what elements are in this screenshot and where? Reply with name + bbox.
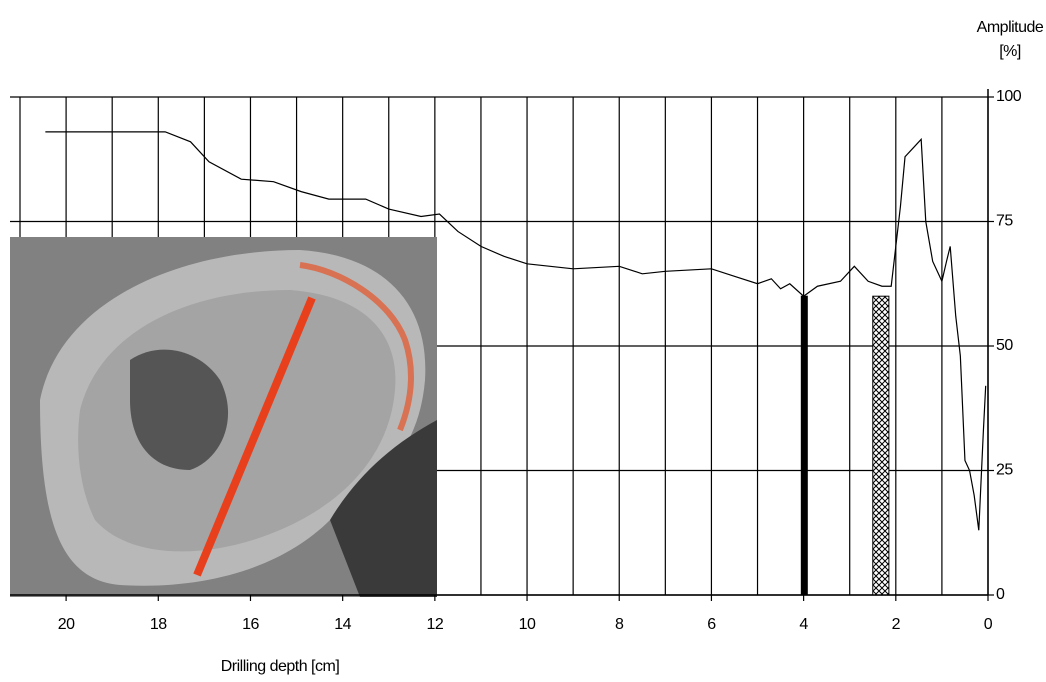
x-tick-label: 4	[799, 616, 808, 633]
x-tick-label: 2	[892, 616, 901, 633]
y-tick-label: 75	[996, 213, 1013, 230]
x-axis-label: Drilling depth [cm]	[221, 658, 340, 675]
plot	[45, 131, 987, 596]
x-tick-label: 8	[615, 616, 624, 633]
y-tick-label: 0	[996, 586, 1005, 603]
x-tick-label: 10	[519, 616, 536, 633]
x-tick-label: 14	[334, 616, 351, 633]
x-tick-label: 0	[984, 616, 993, 633]
data-line	[45, 131, 987, 531]
photo-inset	[10, 237, 437, 597]
y-tick-label: 50	[996, 337, 1013, 354]
x-tick-label: 12	[426, 616, 443, 633]
bar	[800, 295, 808, 596]
y-tick-label: 100	[996, 88, 1022, 105]
x-tick-label: 20	[58, 616, 75, 633]
x-tick-label: 6	[707, 616, 716, 633]
bar	[872, 295, 890, 596]
y-axis-label: [%]	[999, 43, 1021, 60]
x-tick-label: 16	[242, 616, 259, 633]
x-tick-label: 18	[150, 616, 167, 633]
y-axis-label: Amplitude	[977, 19, 1044, 36]
y-tick-label: 25	[996, 462, 1013, 479]
